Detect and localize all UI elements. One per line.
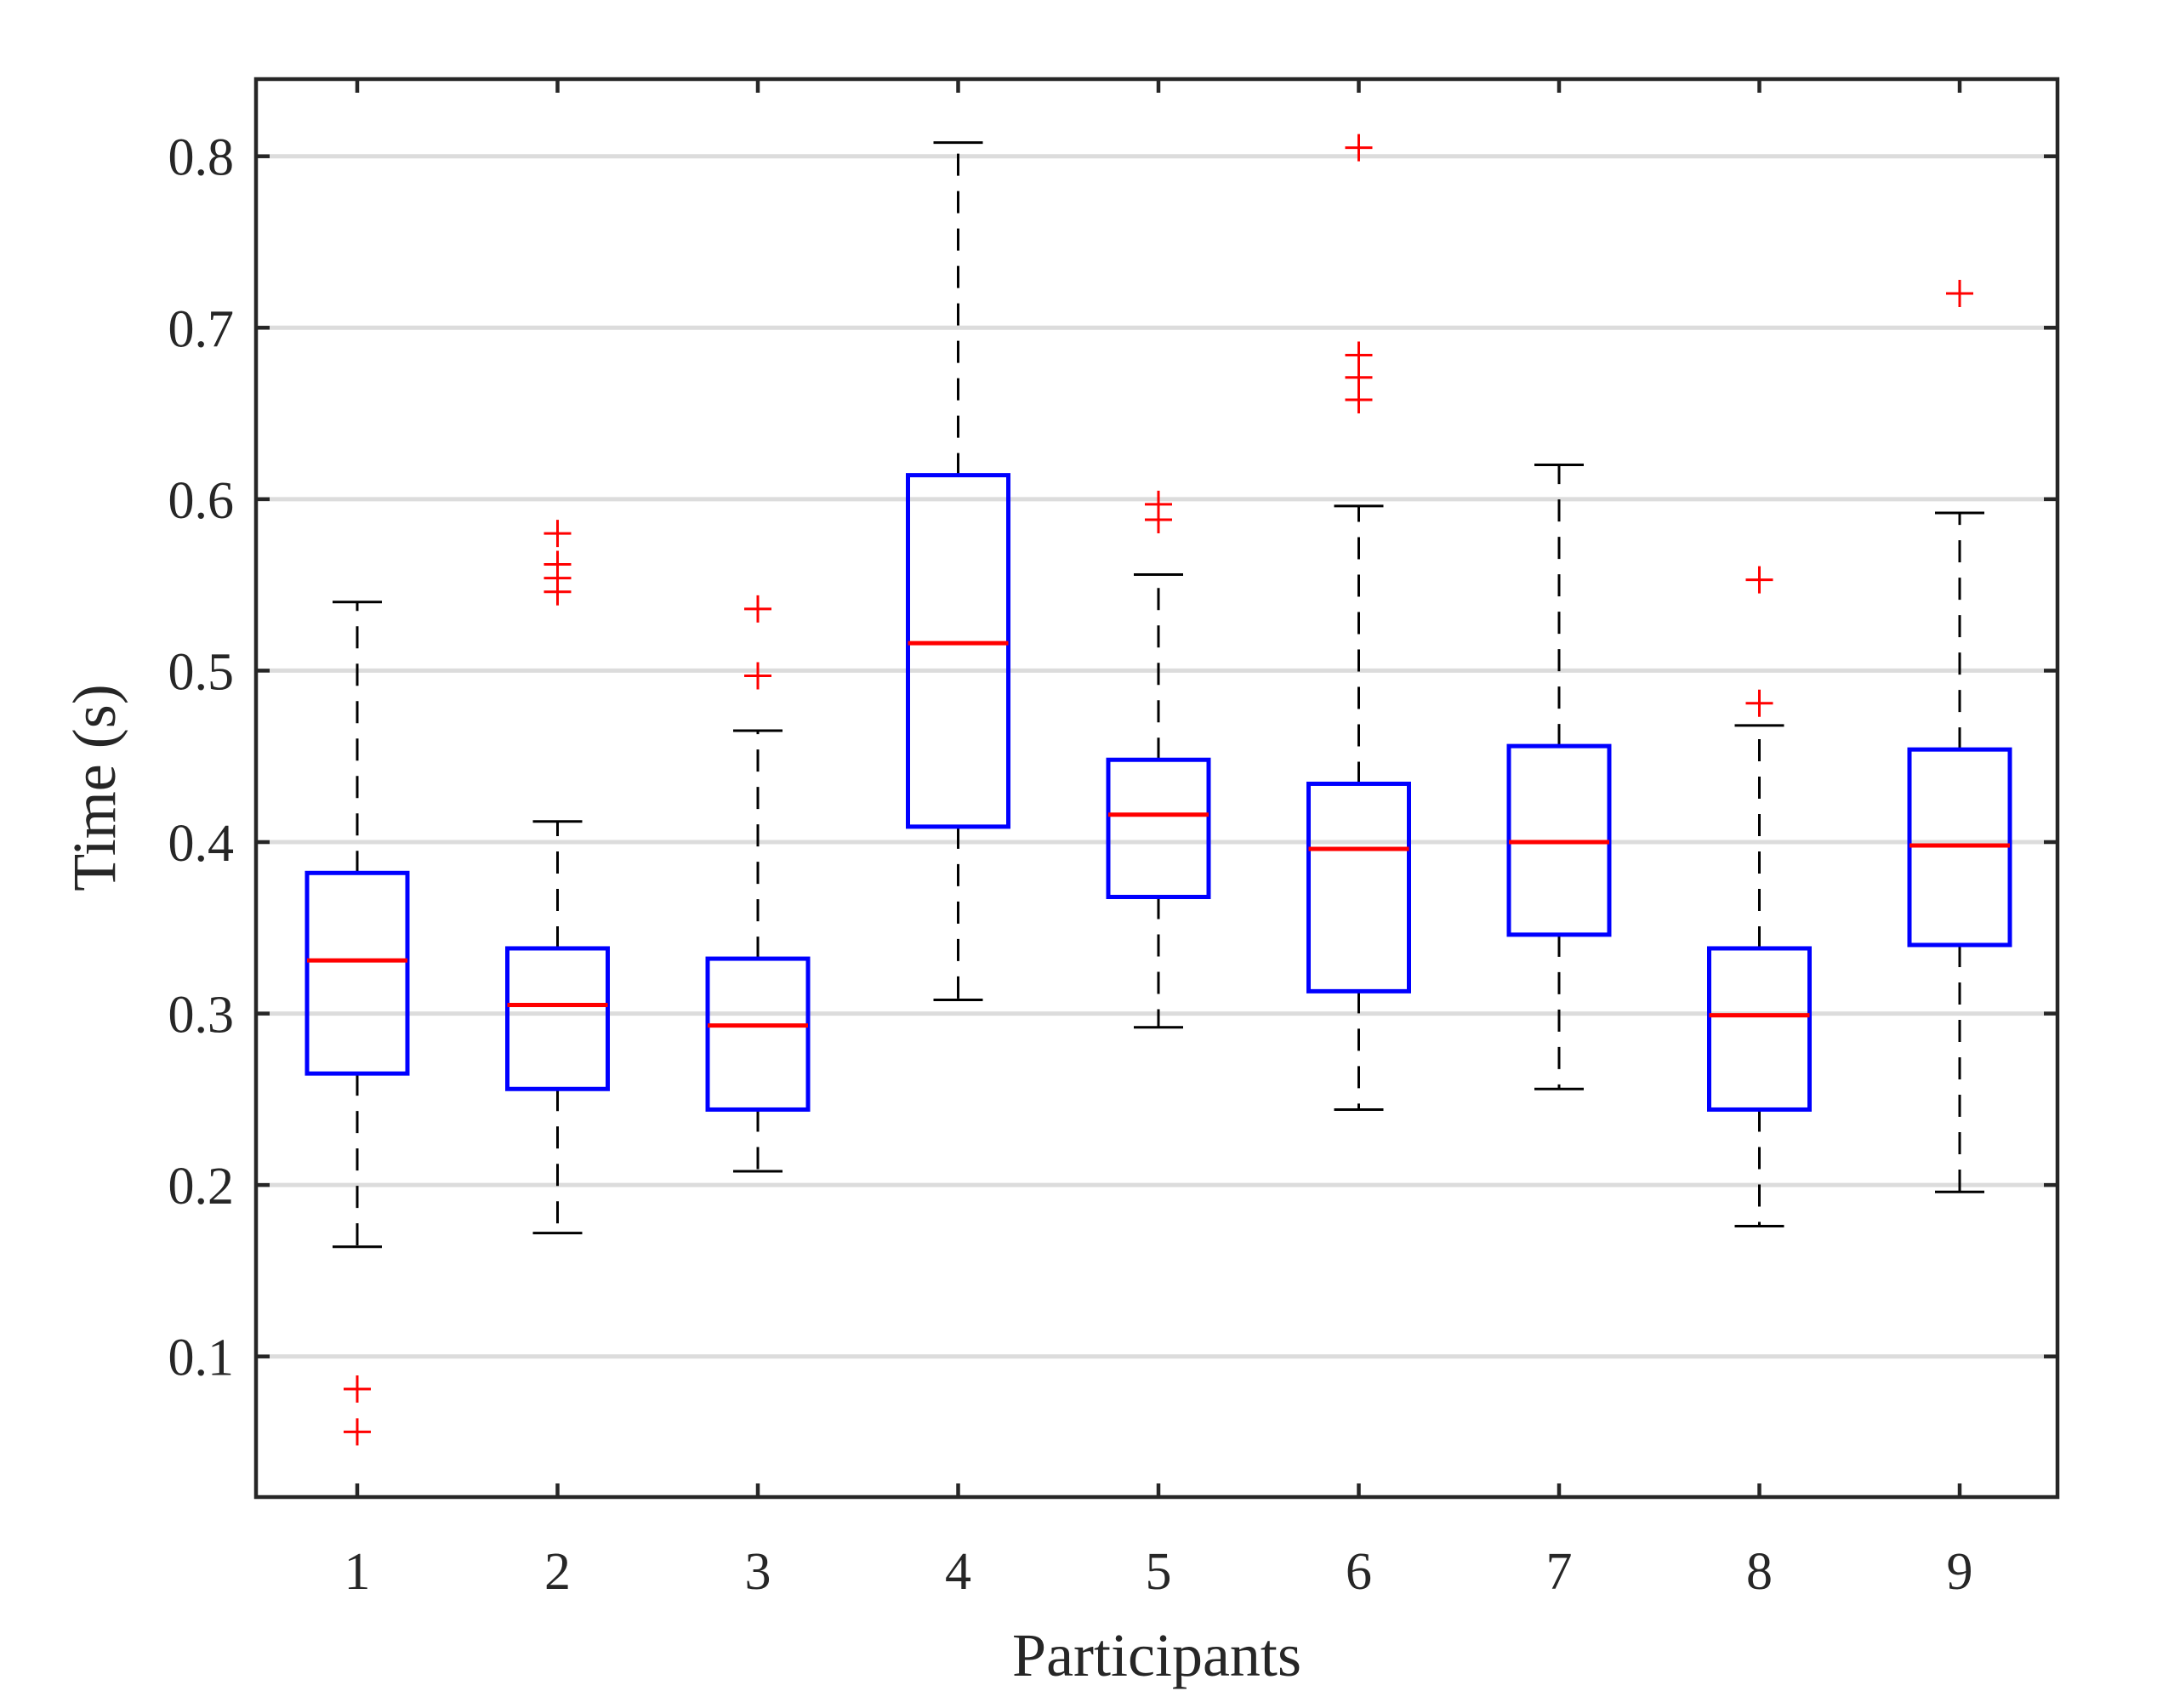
box-group-3 — [705, 595, 811, 1173]
iqr-box — [505, 946, 610, 1091]
outlier-marker — [744, 662, 771, 690]
iqr-box — [1106, 757, 1211, 899]
x-tick-label: 6 — [1346, 1543, 1372, 1601]
box-group-6 — [1306, 134, 1411, 1111]
y-tick-label: 0.6 — [168, 472, 235, 530]
x-tick-label: 2 — [544, 1543, 571, 1601]
outlier-marker — [1946, 279, 1973, 307]
iqr-box — [906, 473, 1010, 829]
box-group-9 — [1907, 279, 2012, 1193]
box-group-1 — [304, 601, 410, 1446]
box-group-5 — [1106, 490, 1211, 1029]
box-group-2 — [505, 520, 610, 1235]
x-axis-title: Participants — [1012, 1621, 1301, 1689]
box-group-8 — [1707, 566, 1812, 1228]
y-tick-label: 0.4 — [168, 815, 235, 873]
iqr-box — [1306, 781, 1411, 993]
y-tick-label: 0.1 — [168, 1329, 235, 1387]
outlier-marker — [544, 550, 572, 578]
box-group-4 — [906, 141, 1010, 1001]
iqr-box — [304, 870, 410, 1076]
x-tick-label: 3 — [745, 1543, 771, 1601]
x-tick-label: 7 — [1546, 1543, 1573, 1601]
outlier-marker — [544, 520, 572, 548]
x-tick-label: 5 — [1146, 1543, 1172, 1601]
iqr-box — [705, 956, 811, 1112]
outlier-marker — [1745, 566, 1773, 594]
outlier-marker — [1145, 490, 1172, 518]
x-tick-label: 4 — [945, 1543, 971, 1601]
y-axis-title: Time (s) — [60, 684, 128, 891]
x-tick-label: 1 — [344, 1543, 371, 1601]
tick-labels: 0.1 0.2 0.3 0.4 0.5 0.6 0.7 0.8 1 2 3 4 5 6 7 8 9 — [168, 129, 1973, 1601]
x-tick-label: 8 — [1746, 1543, 1773, 1601]
outlier-marker — [1745, 689, 1773, 717]
outlier-marker — [344, 1418, 371, 1446]
y-tick-label: 0.2 — [168, 1158, 235, 1216]
y-tick-label: 0.8 — [168, 129, 235, 187]
box-group-7 — [1506, 464, 1612, 1090]
iqr-box — [1707, 946, 1812, 1112]
outlier-marker — [344, 1375, 371, 1403]
outlier-marker — [1345, 341, 1373, 369]
boxes — [304, 134, 2012, 1446]
y-tick-label: 0.5 — [168, 643, 235, 701]
outlier-marker — [1345, 134, 1373, 162]
y-tick-label: 0.3 — [168, 987, 235, 1045]
x-tick-label: 9 — [1947, 1543, 1973, 1601]
axis-ticks — [256, 79, 2057, 1497]
y-tick-label: 0.7 — [168, 300, 235, 358]
outlier-marker — [744, 595, 771, 623]
